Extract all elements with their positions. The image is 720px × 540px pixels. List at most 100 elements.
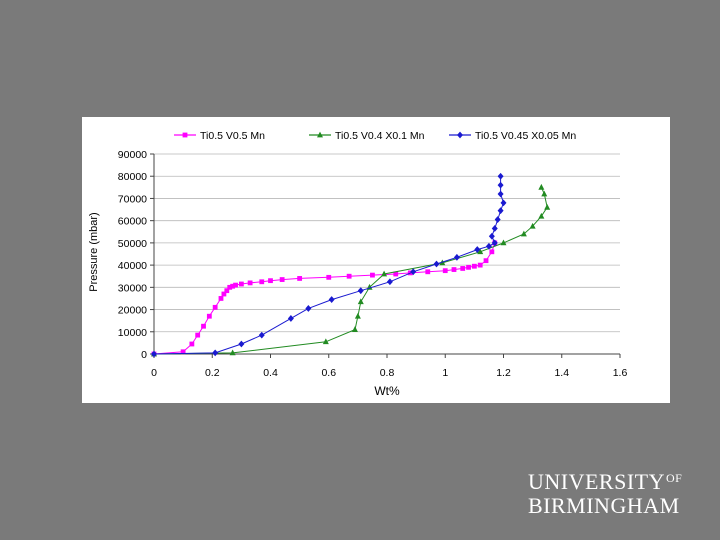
x-tick-label: 1.4 — [554, 367, 569, 379]
data-point — [500, 239, 507, 246]
legend-label: Ti0.5 V0.45 X0.05 Mn — [475, 130, 576, 142]
x-tick-label: 1 — [442, 367, 448, 379]
data-point — [287, 315, 294, 322]
data-point — [218, 296, 224, 301]
data-point — [483, 258, 489, 264]
series-line-2 — [153, 187, 548, 355]
data-point — [297, 276, 303, 281]
logo-line-1: UNIVERSITYOF — [528, 466, 708, 494]
data-point — [322, 338, 329, 345]
data-point — [227, 284, 233, 290]
x-tick-label: 0 — [151, 367, 157, 379]
data-point — [346, 273, 352, 279]
data-point — [351, 326, 358, 332]
data-point — [410, 268, 417, 276]
data-point — [224, 288, 230, 294]
logo-university-text: UNIVERSITY — [528, 469, 665, 494]
y-tick-label: 50000 — [118, 238, 147, 250]
data-point — [201, 323, 206, 329]
data-point — [212, 349, 219, 357]
data-point — [442, 268, 448, 274]
y-tick-label: 10000 — [118, 327, 147, 339]
data-point — [529, 222, 536, 229]
data-point — [195, 332, 201, 338]
data-point — [357, 298, 364, 305]
pressure-composition-chart: 0 10000 20000 30000 40000 50000 60000 70000 8000… — [88, 130, 628, 398]
data-point — [488, 232, 495, 240]
data-point — [497, 172, 504, 180]
data-point — [229, 349, 236, 356]
legend-item-2: Ti0.5 V0.4 X0.1 Mn — [309, 130, 425, 142]
data-point — [370, 272, 375, 278]
data-point — [497, 181, 504, 189]
data-point — [326, 274, 332, 280]
logo-line-2: BIRMINGHAM — [528, 493, 680, 518]
legend-item-1: Ti0.5 V0.5 Mn — [174, 130, 265, 142]
series-line-1 — [153, 242, 496, 355]
y-tick-label: 90000 — [118, 149, 147, 161]
y-tick-label: 80000 — [118, 171, 147, 183]
data-point — [233, 282, 238, 288]
axis-layer: 0 10000 20000 30000 40000 50000 60000 70000 8000… — [118, 149, 628, 379]
data-point — [433, 260, 440, 268]
chart-panel: 0 10000 20000 30000 40000 50000 60000 70000 8000… — [82, 117, 670, 403]
data-point — [393, 271, 399, 277]
y-tick-label: 60000 — [118, 216, 147, 228]
y-tick-label: 20000 — [118, 305, 147, 317]
x-tick-label: 0.2 — [205, 367, 220, 379]
legend-marker — [317, 131, 323, 138]
data-point — [538, 212, 545, 219]
data-point — [471, 263, 477, 269]
data-point — [485, 242, 492, 250]
x-tick-label: 0.4 — [263, 367, 278, 379]
data-point — [305, 305, 312, 312]
x-tick-label: 1.2 — [496, 367, 511, 379]
data-point — [477, 262, 483, 268]
data-point — [474, 246, 481, 253]
grid-layer — [154, 153, 620, 355]
x-tick-label: 1.6 — [613, 367, 628, 379]
data-point — [328, 296, 335, 303]
data-point — [279, 277, 285, 282]
data-point — [230, 283, 236, 289]
legend-label: Ti0.5 V0.4 X0.1 Mn — [335, 130, 425, 142]
data-point — [491, 239, 498, 247]
data-point — [541, 190, 548, 197]
data-point — [247, 280, 253, 286]
data-point — [258, 331, 265, 339]
y-tick-label: 70000 — [118, 193, 147, 205]
data-point — [489, 249, 495, 255]
data-point — [466, 264, 471, 270]
data-point — [491, 225, 498, 232]
y-axis-title: Pressure (mbar) — [88, 212, 100, 291]
x-tick-label: 0.6 — [321, 367, 336, 379]
data-point — [520, 230, 527, 237]
data-point — [497, 207, 504, 215]
data-point — [494, 216, 501, 223]
data-point — [386, 278, 393, 286]
data-point — [206, 313, 212, 319]
x-axis-title: Wt% — [374, 384, 400, 398]
data-point — [544, 203, 551, 210]
data-point — [460, 266, 466, 271]
data-point — [212, 304, 218, 310]
data-point — [180, 349, 186, 355]
legend: Ti0.5 V0.5 Mn Ti0.5 V0.4 X0.1 Mn Ti0.5 V0.… — [174, 130, 576, 142]
series-1 — [151, 240, 498, 357]
data-point — [238, 281, 244, 287]
data-point — [538, 183, 545, 190]
legend-marker — [457, 131, 463, 139]
data-point — [500, 199, 507, 207]
data-point — [425, 269, 431, 275]
data-point — [451, 267, 457, 272]
series-2 — [151, 183, 551, 357]
data-point — [189, 341, 195, 347]
data-point — [259, 279, 265, 285]
data-point — [497, 190, 504, 198]
data-point — [354, 312, 361, 319]
data-point — [357, 287, 364, 295]
data-point — [477, 248, 484, 255]
data-point — [238, 340, 245, 348]
y-tick-label: 0 — [141, 349, 147, 361]
